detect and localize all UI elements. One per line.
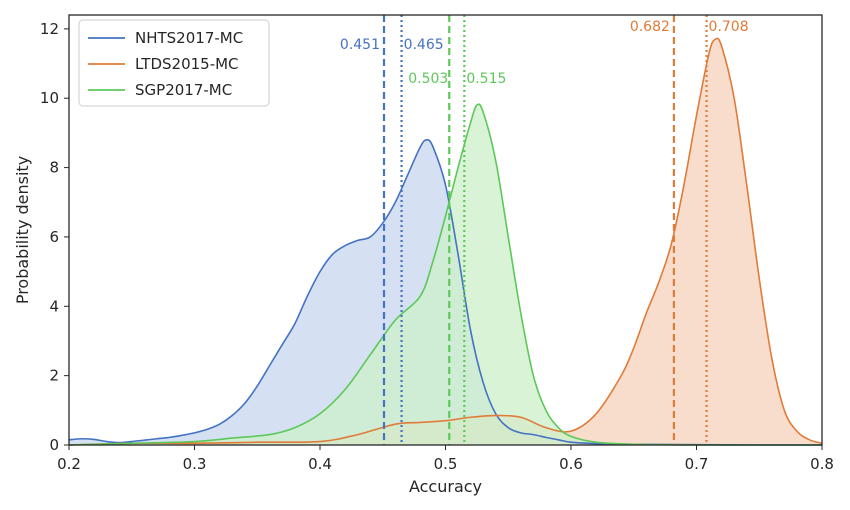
- y-tick-label-3: 4: [49, 297, 59, 315]
- legend-label-1: NHTS2017-MC: [135, 29, 243, 47]
- line-3: [68, 103, 822, 446]
- reference-label-6: 0.708: [709, 19, 749, 35]
- reference-lines: 0.451 0.465 0.503 0.515 0.682 0.708: [340, 15, 749, 445]
- x-tick-label-5: 0.6: [559, 455, 583, 473]
- x-axis-label: Accuracy: [409, 477, 482, 496]
- x-tick-label-3: 0.4: [308, 455, 332, 473]
- x-tick-label-7: 0.8: [810, 455, 834, 473]
- x-tick-label-6: 0.7: [685, 455, 709, 473]
- y-tick-label-7: 12: [40, 20, 59, 38]
- density-lines: [68, 37, 823, 446]
- y-axis-ticks: 0 2 4 6 8 10 12: [40, 20, 69, 454]
- legend: NHTS2017-MC LTDS2015-MC SGP2017-MC: [78, 19, 270, 107]
- line-1: [68, 139, 822, 446]
- reference-label-5: 0.682: [630, 19, 670, 35]
- y-axis-label: Probability density: [13, 156, 32, 304]
- reference-label-2: 0.465: [404, 37, 444, 53]
- x-tick-label-2: 0.3: [183, 455, 207, 473]
- x-axis-ticks: 0.2 0.3 0.4 0.5 0.6 0.7 0.8: [57, 445, 834, 473]
- area-2: [69, 38, 822, 446]
- y-tick-label-4: 6: [49, 228, 59, 246]
- line-2: [68, 37, 823, 446]
- reference-label-3: 0.503: [408, 71, 448, 87]
- area-3: [69, 104, 822, 445]
- legend-box: [78, 19, 270, 107]
- x-tick-label-4: 0.5: [434, 455, 458, 473]
- y-tick-label-5: 8: [49, 159, 59, 177]
- density-areas: [69, 38, 822, 446]
- legend-label-3: SGP2017-MC: [135, 81, 232, 99]
- reference-label-4: 0.515: [466, 71, 506, 87]
- y-tick-label-2: 2: [49, 367, 59, 385]
- y-tick-label-6: 10: [40, 89, 59, 107]
- reference-label-1: 0.451: [340, 37, 380, 53]
- y-tick-label-1: 0: [49, 436, 59, 454]
- x-tick-label-1: 0.2: [57, 455, 81, 473]
- legend-label-2: LTDS2015-MC: [135, 55, 239, 73]
